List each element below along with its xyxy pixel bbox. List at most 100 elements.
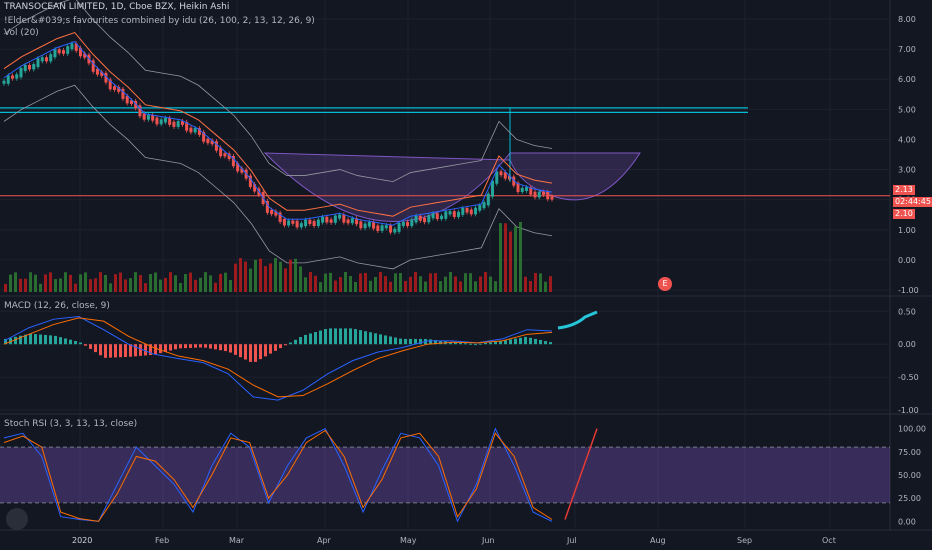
volume-bar	[394, 273, 397, 292]
volume-bar	[174, 275, 177, 292]
volume-bar	[214, 282, 217, 292]
volume-bar	[304, 277, 307, 292]
y-tick-label: 5.00	[898, 105, 916, 114]
volume-bar	[474, 281, 477, 292]
volume-bar	[134, 272, 137, 292]
volume-bar	[44, 274, 47, 292]
macd-histogram-bar	[364, 331, 367, 345]
volume-bar	[444, 276, 447, 292]
candle	[461, 207, 465, 215]
volume-bar	[129, 278, 132, 292]
volume-bar	[509, 231, 512, 292]
candle	[138, 105, 142, 117]
x-tick-label: May	[400, 536, 417, 545]
macd-histogram-bar	[114, 344, 117, 358]
volume-bar	[539, 273, 542, 292]
macd-histogram-bar	[274, 344, 277, 351]
volume-bar	[24, 278, 27, 292]
macd-histogram-bar	[464, 343, 467, 345]
macd-histogram-bar	[384, 335, 387, 345]
candle	[231, 156, 235, 167]
candle	[291, 220, 295, 224]
candle	[372, 221, 376, 229]
macd-histogram-bar	[284, 344, 287, 346]
macd-histogram-bar	[334, 328, 337, 345]
volume-bar	[184, 274, 187, 292]
candle	[278, 212, 282, 222]
upper-band-line	[3, 0, 553, 183]
macd-histogram-bar	[44, 334, 47, 345]
volume-bar	[4, 284, 7, 292]
macd-histogram-bar	[479, 343, 482, 345]
macd-histogram-bar	[354, 329, 357, 345]
volume-bar	[434, 273, 437, 292]
candle	[486, 193, 490, 206]
candle	[389, 225, 393, 233]
macd-histogram-bar	[234, 344, 237, 355]
macd-histogram-bar	[189, 344, 192, 348]
volume-bar	[299, 266, 302, 292]
volume-bar	[229, 279, 232, 292]
volume-bar	[449, 272, 452, 292]
candle	[83, 53, 87, 58]
volume-bar	[364, 272, 367, 292]
macd-histogram-bar	[399, 338, 402, 345]
volume-bar	[19, 278, 22, 292]
candle	[384, 225, 388, 229]
ema-slow-line	[3, 31, 553, 217]
volume-bar	[279, 261, 282, 292]
macd-histogram-bar	[119, 344, 122, 358]
candle	[176, 121, 180, 127]
volume-bar	[409, 276, 412, 292]
macd-histogram-bar	[389, 336, 392, 345]
candle	[206, 138, 210, 144]
volume-bar	[334, 280, 337, 292]
candle	[542, 191, 546, 195]
candle	[440, 215, 444, 220]
candle	[44, 57, 48, 62]
candle	[219, 147, 223, 157]
macd-histogram-bar	[74, 340, 77, 345]
candle	[282, 218, 286, 226]
candle	[74, 43, 78, 51]
x-tick-label: Apr	[317, 536, 332, 545]
volume-bar	[464, 273, 467, 292]
candle	[151, 115, 155, 121]
candle	[270, 209, 274, 215]
candle	[295, 220, 299, 228]
candle	[363, 223, 367, 229]
macd-histogram-bar	[99, 344, 102, 356]
y-tick-label: 6.00	[898, 75, 916, 84]
volume-bar	[469, 273, 472, 292]
macd-histogram-bar	[139, 344, 142, 356]
macd-histogram-bar	[489, 342, 492, 345]
candle	[338, 214, 342, 219]
candle	[516, 182, 520, 192]
candle	[202, 131, 206, 142]
candle	[546, 191, 550, 200]
macd-histogram-bar	[154, 344, 157, 355]
macd-histogram-bar	[179, 344, 182, 349]
volume-bar	[39, 283, 42, 292]
candle	[27, 64, 31, 70]
x-tick-label: Aug	[650, 536, 666, 545]
volume-bar	[244, 261, 247, 292]
candle	[380, 225, 384, 231]
volume-bar	[194, 279, 197, 292]
volume-bar	[54, 279, 57, 292]
candle	[61, 50, 65, 54]
candle	[418, 215, 422, 221]
macd-histogram-bar	[359, 330, 362, 345]
volume-bar	[339, 277, 342, 292]
macd-histogram-bar	[509, 339, 512, 345]
candle	[214, 141, 218, 151]
earnings-marker[interactable]: E	[658, 277, 672, 291]
volume-bar	[249, 268, 252, 292]
candle	[427, 215, 431, 223]
tradingview-logo-icon[interactable]	[6, 508, 28, 530]
candle	[248, 175, 252, 188]
y-tick-label: 25.00	[898, 494, 921, 503]
cup-pattern	[263, 152, 641, 222]
candle	[448, 211, 452, 215]
